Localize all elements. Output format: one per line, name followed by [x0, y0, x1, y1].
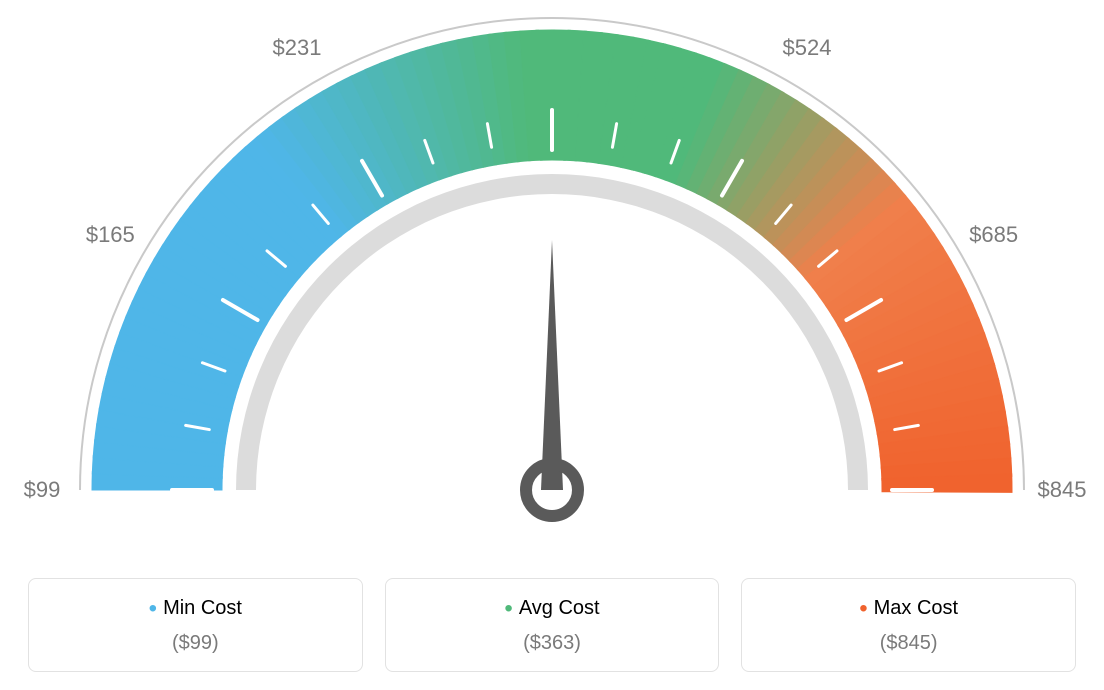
legend-label: Max Cost: [874, 597, 958, 619]
legend-title-max: • Max Cost: [752, 597, 1065, 620]
legend-value-max: ($845): [752, 632, 1065, 655]
dot-icon: •: [859, 595, 867, 622]
dot-icon: •: [504, 595, 512, 622]
gauge-tick-label: $231: [273, 35, 322, 61]
gauge-area: $99$165$231$363$524$685$845: [0, 0, 1104, 560]
legend-label: Avg Cost: [519, 597, 600, 619]
legend-value-avg: ($363): [396, 632, 709, 655]
gauge-tick-label: $685: [969, 222, 1018, 248]
legend-title-avg: • Avg Cost: [396, 597, 709, 620]
dot-icon: •: [149, 595, 157, 622]
legend-card-max: • Max Cost ($845): [741, 578, 1076, 672]
gauge-svg: [0, 0, 1104, 560]
legend-card-min: • Min Cost ($99): [28, 578, 363, 672]
gauge-tick-label: $165: [86, 222, 135, 248]
legend-title-min: • Min Cost: [39, 597, 352, 620]
cost-gauge-chart: $99$165$231$363$524$685$845 •Min Cost ($…: [0, 0, 1104, 690]
gauge-tick-label: $524: [783, 35, 832, 61]
gauge-tick-label: $845: [1038, 477, 1087, 503]
legend-row: • Min Cost ($99) • Avg Cost ($363) • Max Co…: [0, 578, 1104, 672]
legend-value-min: ($99): [39, 632, 352, 655]
gauge-tick-label: $99: [24, 477, 61, 503]
legend-card-avg: • Avg Cost ($363): [385, 578, 720, 672]
legend-label: Min Cost: [163, 597, 242, 619]
